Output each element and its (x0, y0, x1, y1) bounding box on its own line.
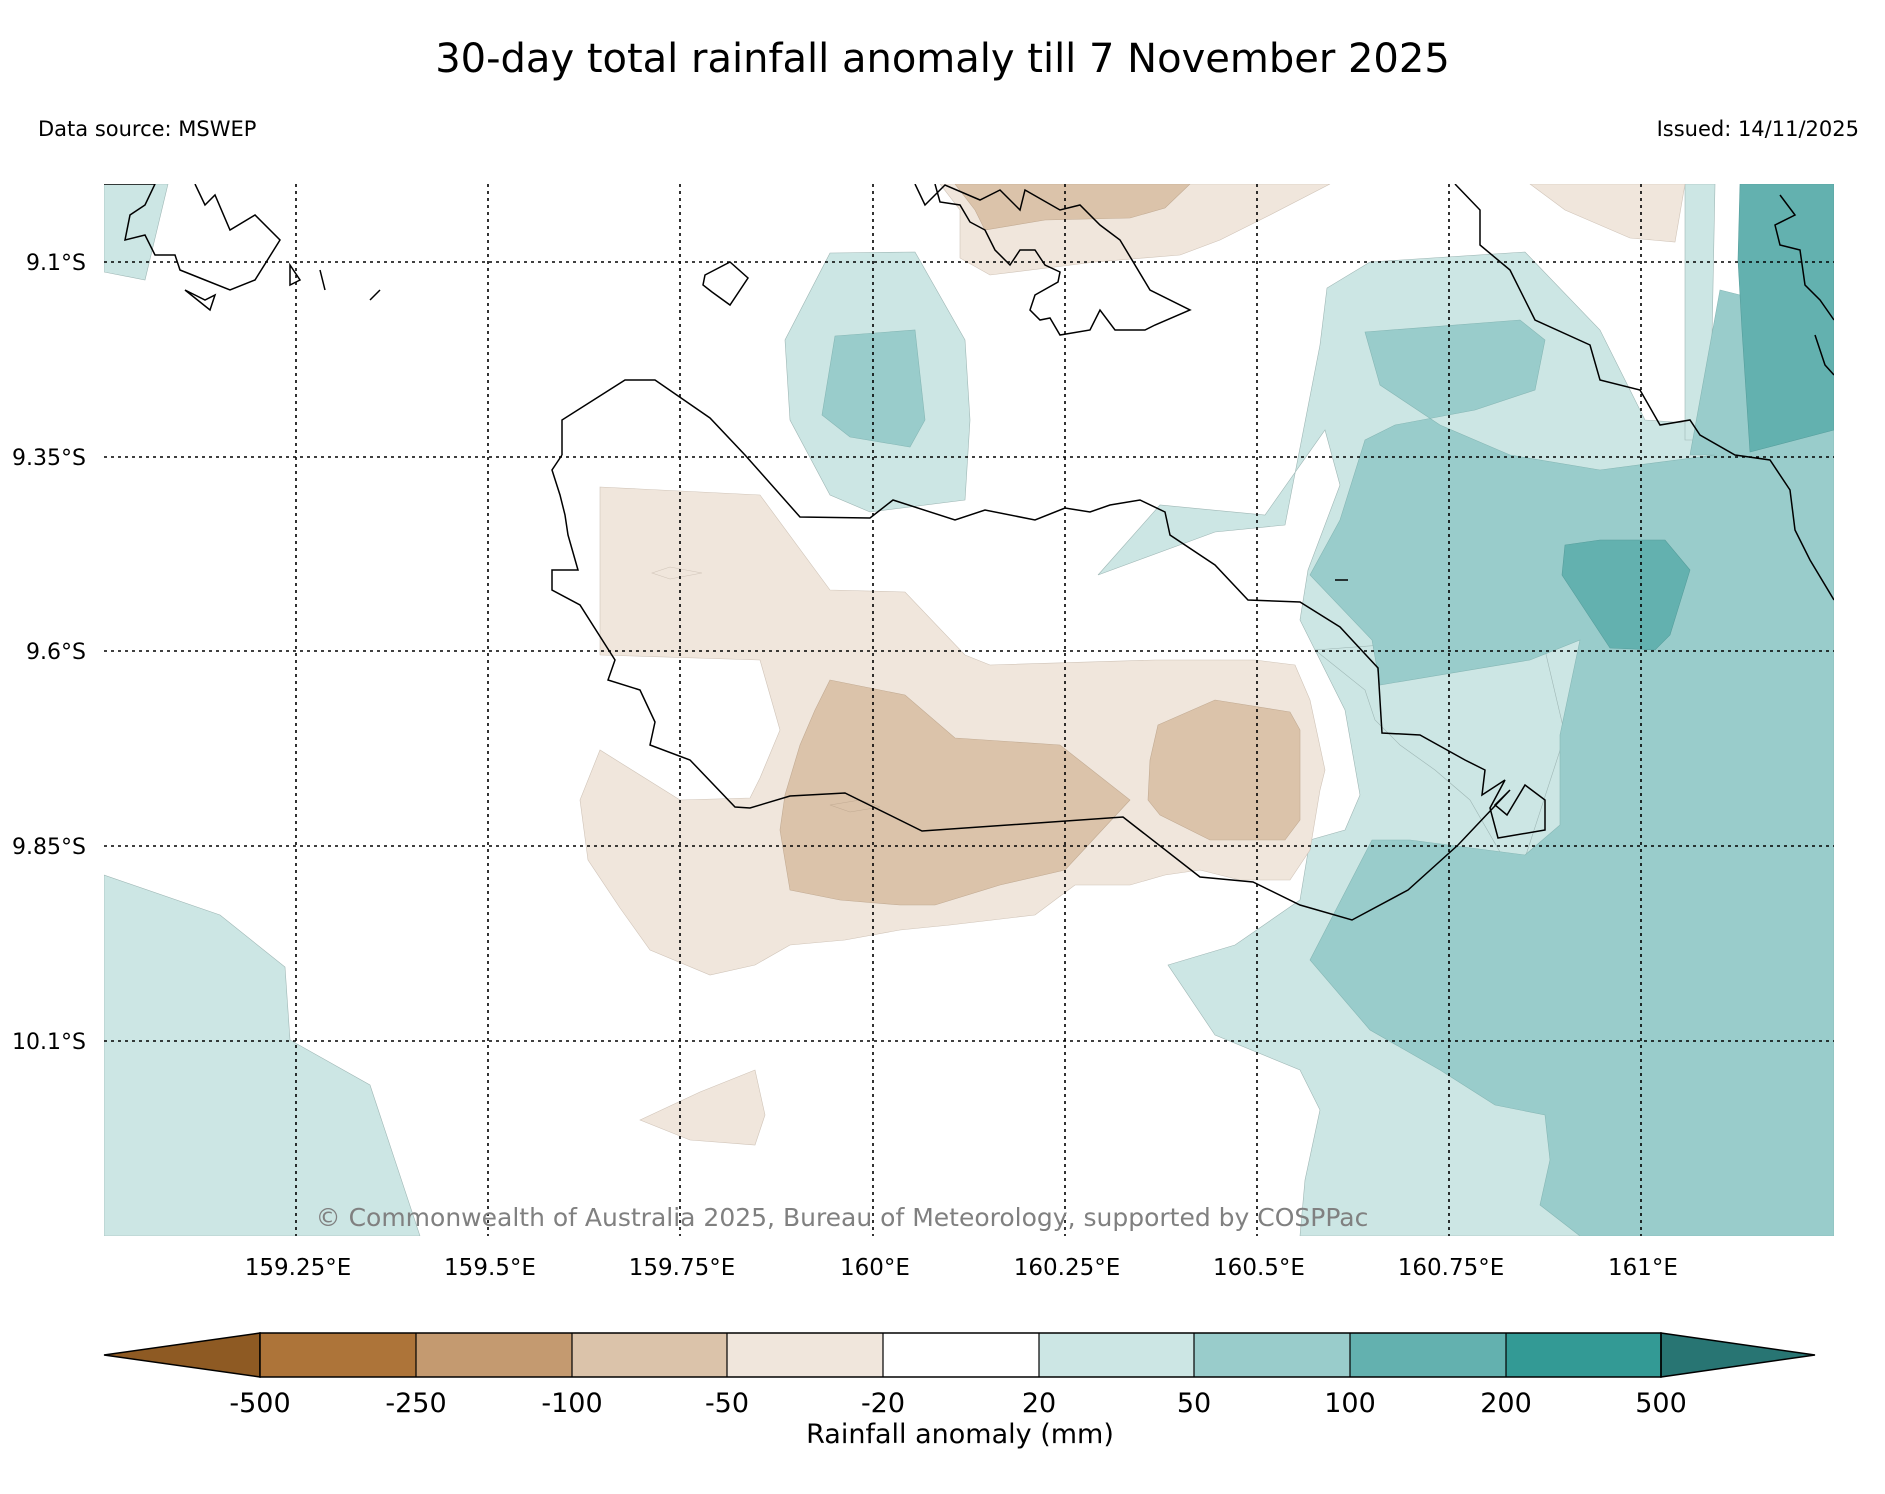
copyright-text: © Commonwealth of Australia 2025, Bureau… (316, 1203, 1369, 1232)
small-island-coastline (702, 261, 749, 307)
lon-label: 160°E (840, 1255, 910, 1281)
malaita-east-coastline (1774, 194, 1834, 376)
lat-label: 9.1°S (26, 251, 86, 276)
anomaly-50-100-area (821, 289, 1834, 1236)
lon-label: 159.75°E (629, 1255, 736, 1281)
graticule (104, 184, 1834, 1236)
colorbar-dividers (415, 1333, 1507, 1377)
lat-label: 9.85°S (12, 835, 86, 860)
colorbar-segment (416, 1333, 572, 1377)
lat-label: 9.6°S (26, 640, 86, 665)
guadalcanal-coastline (551, 379, 1546, 921)
colorbar-tick-labels: -500 -250 -100 -50 -20 20 50 100 200 500 (229, 1388, 1686, 1419)
colorbar-segment (1506, 1333, 1661, 1377)
colorbar-segment (883, 1333, 1039, 1377)
colorbar-tick: 500 (1635, 1388, 1687, 1419)
coastlines (104, 184, 1834, 921)
isabel-coastline-2 (184, 262, 381, 312)
colorbar-tick: 100 (1324, 1388, 1376, 1419)
colorbar: -500 -250 -100 -50 -20 20 50 100 200 500… (103, 1332, 1816, 1450)
isabel-coastline (104, 184, 281, 291)
anomaly-minus100-minus50-area (779, 184, 1301, 906)
map-title: 30-day total rainfall anomaly till 7 Nov… (435, 36, 1450, 82)
lon-label: 160.25°E (1014, 1255, 1121, 1281)
anomaly-fields (104, 184, 1834, 1236)
longitude-labels: 159.25°E 159.5°E 159.75°E 160°E 160.25°E… (245, 1255, 1678, 1281)
colorbar-tick: -500 (229, 1388, 290, 1419)
anomaly-minus50-minus20-area (579, 184, 1686, 1146)
colorbar-tick: 20 (1022, 1388, 1056, 1419)
florida-islands-coastline (914, 184, 1192, 336)
colorbar-extend-low (103, 1332, 261, 1378)
data-source-text: Data source: MSWEP (38, 117, 257, 141)
colorbar-tick: 50 (1177, 1388, 1211, 1419)
lon-label: 160.5°E (1213, 1255, 1305, 1281)
lon-label: 161°E (1608, 1255, 1678, 1281)
issued-date-text: Issued: 14/11/2025 (1656, 117, 1859, 141)
colorbar-outline (259, 1332, 1662, 1378)
colorbar-label: Rainfall anomaly (mm) (806, 1419, 1114, 1450)
malaita-coastline (1454, 184, 1834, 601)
colorbar-segment (260, 1333, 416, 1377)
lat-label: 10.1°S (12, 1030, 86, 1055)
colorbar-segment (572, 1333, 727, 1377)
colorbar-segment (1039, 1333, 1194, 1377)
lon-label: 159.25°E (245, 1255, 352, 1281)
colorbar-tick: -50 (705, 1388, 749, 1419)
lat-label: 9.35°S (12, 446, 86, 471)
colorbar-tick: -100 (541, 1388, 602, 1419)
colorbar-tick: -250 (385, 1388, 446, 1419)
lon-label: 160.75°E (1398, 1255, 1505, 1281)
colorbar-segment (1194, 1333, 1350, 1377)
colorbar-segment (727, 1333, 883, 1377)
colorbar-extend-high (1660, 1332, 1816, 1378)
latitude-labels: 9.1°S 9.35°S 9.6°S 9.85°S 10.1°S (12, 251, 86, 1055)
lon-label: 159.5°E (444, 1255, 536, 1281)
colorbar-tick: 200 (1480, 1388, 1532, 1419)
colorbar-segment (1350, 1333, 1506, 1377)
colorbar-tick: -20 (861, 1388, 905, 1419)
anomaly-100-200-area (1561, 184, 1834, 651)
